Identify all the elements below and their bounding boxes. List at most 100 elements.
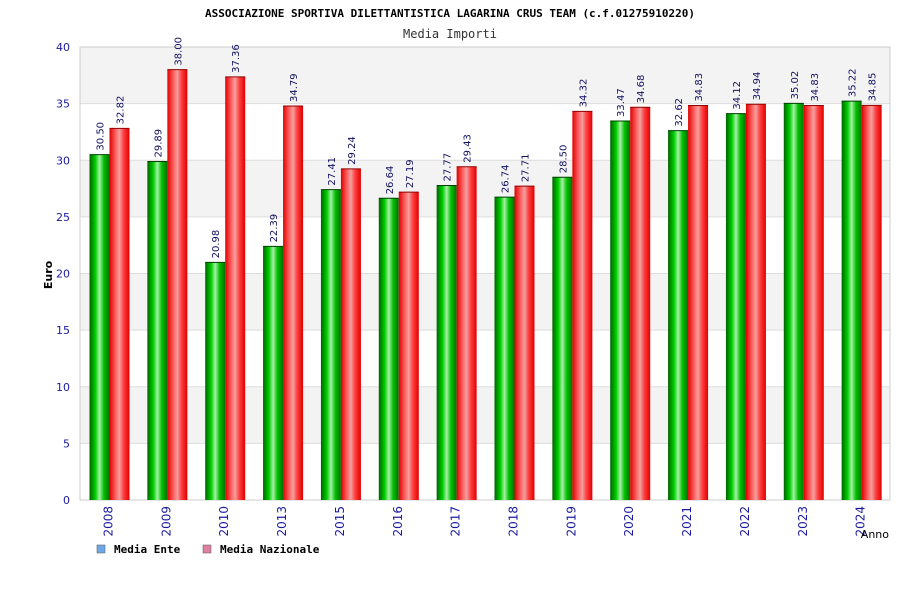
bar-media-ente <box>205 262 226 500</box>
bar-media-ente <box>436 185 457 500</box>
bar-media-nazionale <box>283 106 304 501</box>
y-tick-label: 20 <box>56 268 70 281</box>
y-tick-label: 0 <box>63 494 70 507</box>
bar-media-nazionale <box>340 168 361 500</box>
x-tick-label: 2019 <box>564 506 578 537</box>
data-label: 35.02 <box>790 71 801 100</box>
y-axis-label: Euro <box>42 260 55 289</box>
y-tick-label: 35 <box>56 98 70 111</box>
legend-label: Media Nazionale <box>220 543 320 556</box>
x-tick-label: 2017 <box>449 506 463 537</box>
bar-media-nazionale <box>398 192 419 501</box>
data-label: 27.41 <box>327 157 338 186</box>
bar-media-ente <box>552 177 573 501</box>
bar-media-ente <box>725 113 746 500</box>
x-tick-label: 2023 <box>796 506 810 537</box>
x-tick-label: 2010 <box>217 506 231 537</box>
bars <box>89 69 882 501</box>
data-label: 34.79 <box>289 73 300 102</box>
bar-media-nazionale <box>861 105 882 500</box>
bar-media-nazionale <box>225 76 246 500</box>
y-tick-label: 15 <box>56 324 70 337</box>
data-label: 29.89 <box>153 129 164 158</box>
bar-media-ente <box>147 161 168 501</box>
plot-band <box>80 443 890 500</box>
x-axis-label: Anno <box>861 528 889 541</box>
plot-band <box>80 103 890 161</box>
x-tick-label: 2024 <box>854 506 868 537</box>
data-label: 26.64 <box>385 166 396 195</box>
data-label: 34.85 <box>868 73 879 102</box>
y-axis: 0 5 10 15 20 25 30 35 40 <box>56 41 70 507</box>
chart-subtitle: Media Importi <box>403 27 497 41</box>
bar-media-nazionale <box>167 69 188 501</box>
bar-media-nazionale <box>745 104 766 500</box>
bar-media-ente <box>263 246 284 500</box>
data-label: 27.71 <box>521 154 532 183</box>
data-label: 29.24 <box>347 136 358 165</box>
data-label: 27.77 <box>443 153 454 182</box>
plot-band <box>80 47 890 104</box>
data-label: 34.83 <box>694 73 705 102</box>
data-label: 20.98 <box>211 230 222 259</box>
bar-media-nazionale <box>572 111 593 501</box>
x-tick-label: 2008 <box>102 506 116 537</box>
plot-band <box>80 330 890 387</box>
x-tick-label: 2022 <box>738 506 752 537</box>
bar-media-ente <box>841 101 862 501</box>
x-tick-label: 2021 <box>680 506 694 537</box>
bar-media-ente <box>610 120 631 501</box>
legend-swatch <box>202 544 212 554</box>
x-tick-label: 2009 <box>159 506 173 537</box>
bar-media-nazionale <box>514 186 535 500</box>
y-tick-label: 25 <box>56 211 70 224</box>
bar-media-ente <box>320 189 341 500</box>
x-tick-label: 2020 <box>622 506 636 537</box>
legend-swatch <box>96 544 106 554</box>
chart-title: ASSOCIAZIONE SPORTIVA DILETTANTISTICA LA… <box>205 7 695 20</box>
legend: Media Ente Media Nazionale <box>96 543 320 556</box>
bar-media-ente <box>89 154 110 500</box>
plot-band <box>80 386 890 444</box>
data-label: 22.39 <box>269 214 280 243</box>
bar-media-ente <box>783 103 804 500</box>
data-label: 27.19 <box>405 159 416 188</box>
data-label: 32.62 <box>674 98 685 127</box>
data-label: 34.83 <box>810 73 821 102</box>
y-tick-label: 5 <box>63 437 70 450</box>
bar-media-ente <box>494 197 515 500</box>
data-label: 32.82 <box>116 96 127 125</box>
bar-media-ente <box>668 130 689 501</box>
x-tick-label: 2015 <box>333 506 347 537</box>
bar-media-ente <box>378 198 399 500</box>
data-label: 35.22 <box>848 68 859 97</box>
y-tick-label: 30 <box>56 154 70 167</box>
legend-label: Media Ente <box>114 543 181 556</box>
x-tick-label: 2018 <box>507 506 521 537</box>
plot-band <box>80 216 890 274</box>
data-label: 28.50 <box>558 145 569 174</box>
data-label: 34.32 <box>578 79 589 108</box>
data-label: 33.47 <box>616 88 627 117</box>
x-tick-label: 2013 <box>275 506 289 537</box>
data-label: 34.68 <box>636 75 647 104</box>
data-label: 26.74 <box>501 165 512 194</box>
bar-media-nazionale <box>456 166 477 500</box>
y-tick-label: 40 <box>56 41 70 54</box>
bar-media-nazionale <box>688 105 709 501</box>
plot-frame <box>79 46 891 501</box>
data-label: 30.50 <box>96 122 107 151</box>
x-axis: 2008 2009 2010 2013 2015 2016 2017 2018 2019 2020… <box>102 506 868 537</box>
data-label: 34.94 <box>752 72 763 101</box>
value-labels: 30.50 32.82 29.89 38.00 20.98 37.36 22.39 34.79… <box>96 37 879 258</box>
data-label: 34.12 <box>732 81 743 110</box>
data-label: 38.00 <box>173 37 184 66</box>
bar-media-nazionale <box>630 107 651 501</box>
y-tick-label: 10 <box>56 381 70 394</box>
bar-media-nazionale <box>803 105 824 501</box>
plot-band <box>80 273 890 331</box>
x-tick-label: 2016 <box>391 506 405 537</box>
bar-media-nazionale <box>109 128 130 500</box>
plot-band <box>80 160 890 217</box>
